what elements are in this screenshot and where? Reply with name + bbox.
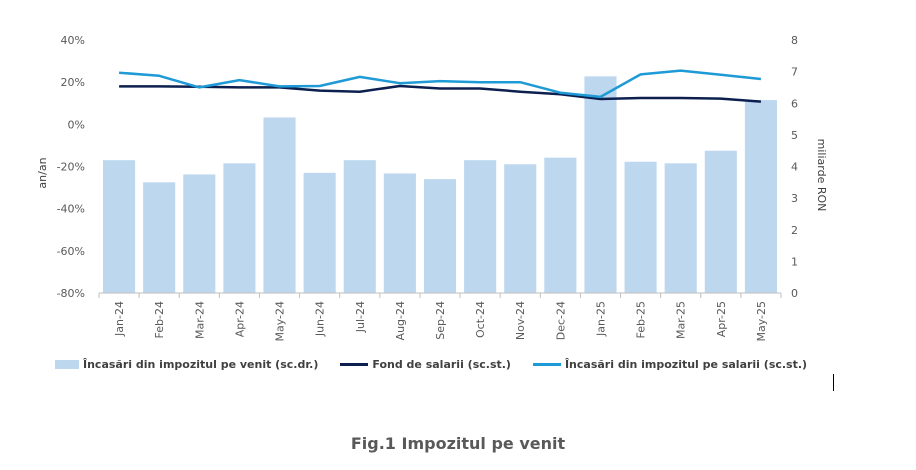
x-tick-label: Dec-24 — [554, 301, 567, 340]
right-tick-label: 1 — [791, 255, 798, 268]
right-tick-label: 7 — [791, 66, 798, 79]
right-tick-label: 6 — [791, 97, 798, 110]
bar — [704, 150, 737, 293]
legend-item-wage-tax: Încasări din impozitul pe salarii (sc.st… — [532, 358, 808, 371]
legend-item-wage-fund: Fond de salarii (sc.st.) — [340, 358, 511, 371]
x-tick-label: Jan-24 — [113, 301, 126, 337]
x-tick-label: Jan-25 — [594, 301, 607, 337]
bar — [383, 173, 416, 293]
bar — [544, 157, 577, 293]
x-tick-label: May-25 — [755, 301, 768, 342]
bar — [464, 160, 497, 293]
series-line — [119, 84, 761, 103]
left-tick-label: 40% — [61, 34, 85, 47]
x-tick-label: Feb-24 — [153, 301, 166, 338]
bar — [624, 161, 657, 293]
right-tick-label: 3 — [791, 192, 798, 205]
x-tick-label: Apr-24 — [233, 301, 246, 337]
bar — [343, 160, 376, 293]
x-tick-label: Mar-24 — [193, 301, 206, 339]
bar — [584, 76, 617, 294]
legend-label-wage-fund: Fond de salarii (sc.st.) — [372, 358, 511, 371]
left-axis-title: an/an — [36, 157, 49, 188]
legend-swatch-wage-tax — [532, 363, 561, 366]
right-tick-label: 0 — [791, 287, 798, 300]
bar — [183, 174, 216, 293]
x-tick-label: Jul-24 — [354, 301, 367, 333]
bar — [143, 182, 176, 293]
left-tick-label: -40% — [57, 203, 85, 216]
legend-swatch-wage-fund — [340, 363, 369, 366]
x-tick-label: Jun-24 — [314, 301, 327, 337]
bar — [263, 117, 296, 293]
x-tick-label: Mar-25 — [675, 301, 688, 339]
bar — [303, 172, 336, 293]
right-tick-label: 2 — [791, 224, 798, 237]
left-tick-label: -20% — [57, 161, 85, 174]
left-tick-label: -80% — [57, 287, 85, 300]
right-axis-title: miliarde RON — [815, 139, 828, 212]
left-tick-label: -60% — [57, 245, 85, 258]
series-line — [119, 69, 762, 99]
right-tick-label: 8 — [791, 34, 798, 47]
bar — [504, 164, 537, 293]
text-cursor — [833, 374, 834, 391]
bar — [103, 160, 136, 293]
x-tick-label: Apr-25 — [715, 301, 728, 337]
left-tick-label: 0% — [68, 118, 85, 131]
legend-label-wage-tax: Încasări din impozitul pe salarii (sc.st… — [564, 358, 808, 371]
right-tick-label: 5 — [791, 129, 798, 142]
x-tick-label: Nov-24 — [514, 301, 527, 340]
figure-caption: Fig.1 Impozitul pe venit — [350, 434, 566, 453]
bar — [744, 100, 777, 294]
legend-label-income-tax: Încasări din impozitul pe venit (sc.dr.) — [83, 358, 319, 371]
left-tick-label: 20% — [61, 76, 85, 89]
x-tick-label: May-24 — [274, 301, 287, 342]
legend-swatch-income-tax — [55, 360, 79, 369]
bar — [223, 163, 256, 293]
legend: Încasări din impozitul pe venit (sc.dr.)… — [55, 358, 829, 371]
legend-item-income-tax: Încasări din impozitul pe venit (sc.dr.) — [55, 358, 318, 371]
x-tick-label: Aug-24 — [394, 301, 407, 340]
x-tick-label: Feb-25 — [635, 301, 648, 338]
x-tick-label: Oct-24 — [474, 301, 487, 338]
bar — [664, 163, 697, 293]
x-tick-label: Sep-24 — [434, 301, 447, 340]
bar — [423, 179, 457, 293]
right-tick-label: 4 — [791, 161, 798, 174]
